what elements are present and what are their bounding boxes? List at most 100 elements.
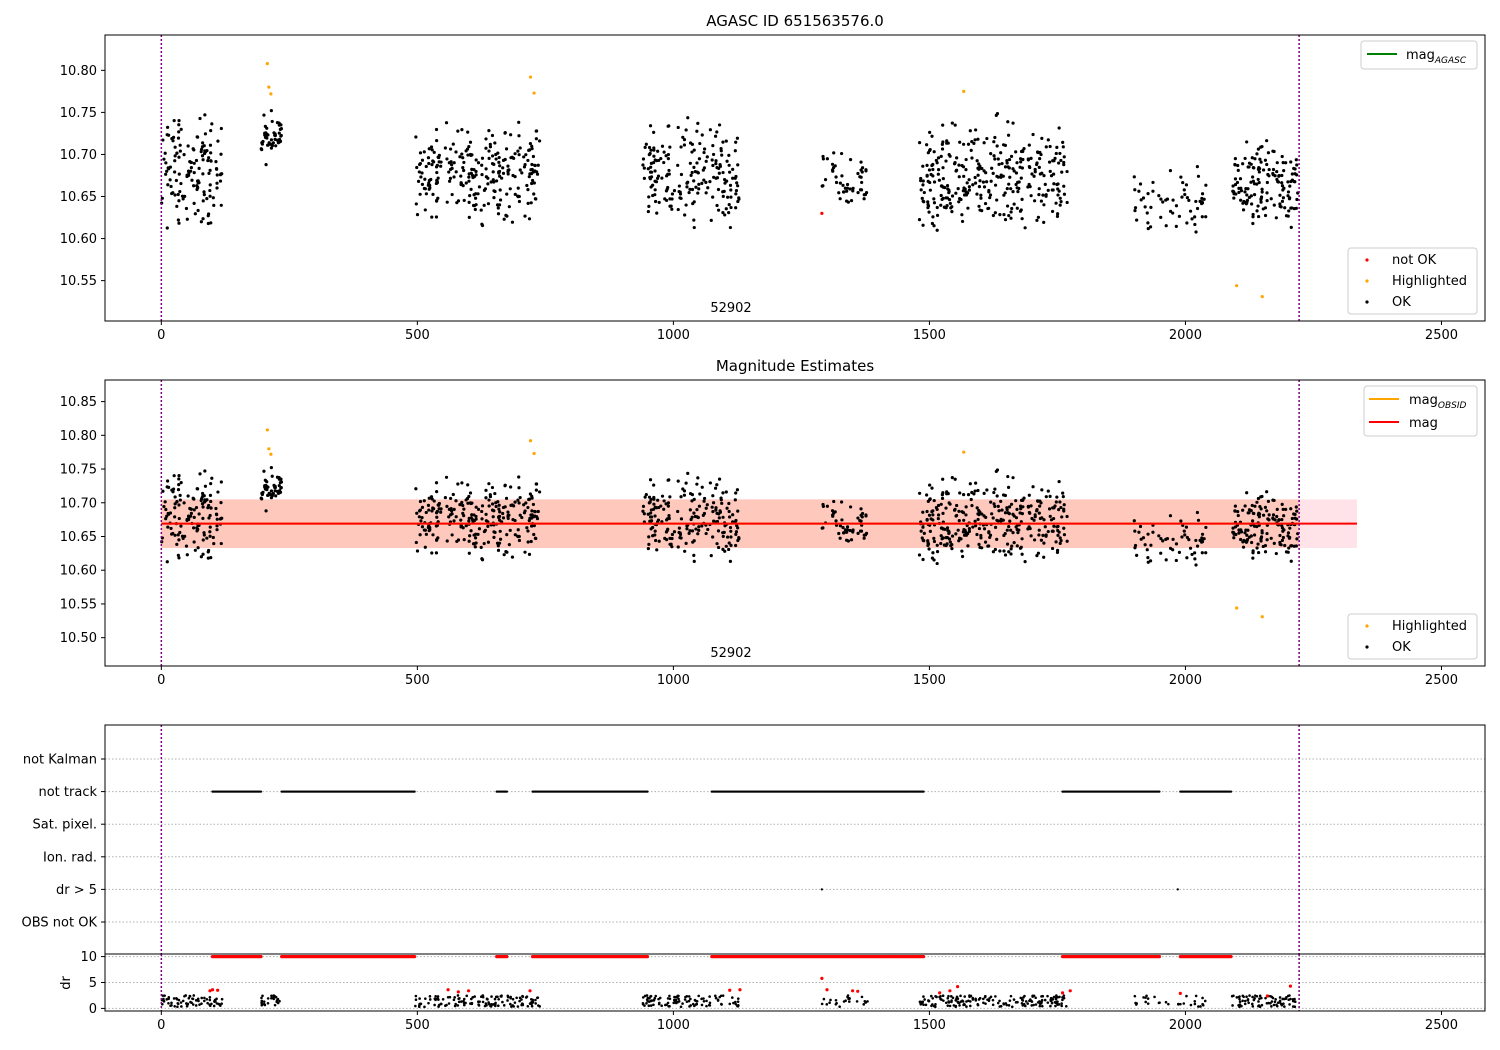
dr-point	[1248, 994, 1251, 997]
ok-point	[414, 487, 418, 491]
ok-point	[717, 171, 721, 175]
ok-point	[1044, 145, 1048, 149]
ok-point	[1060, 170, 1064, 174]
highlighted-point	[265, 428, 269, 432]
ok-point	[1007, 157, 1012, 162]
ok-point	[273, 137, 277, 141]
ok-point	[1012, 514, 1016, 518]
dr-point	[1021, 1004, 1025, 1007]
ok-point	[716, 208, 721, 212]
ok-point	[1159, 197, 1163, 201]
dr-point	[1008, 999, 1012, 1002]
dr-point	[652, 1003, 655, 1007]
ok-point	[517, 120, 521, 124]
ok-point	[1055, 145, 1059, 149]
ok-point	[734, 140, 738, 144]
ok-point	[497, 507, 501, 511]
ok-point	[656, 498, 660, 502]
dr-point	[272, 997, 276, 1001]
dr-point	[641, 1002, 645, 1005]
dr-point	[176, 1002, 180, 1006]
ok-point	[451, 492, 455, 497]
ok-point	[731, 167, 735, 171]
ok-point	[706, 527, 710, 532]
dr-point	[700, 997, 703, 1001]
ok-point	[273, 132, 277, 136]
ok-point	[215, 181, 219, 185]
dr-point	[440, 1002, 443, 1006]
ok-point	[1260, 529, 1264, 533]
dr-point	[1016, 1000, 1019, 1004]
dr-point	[419, 1002, 422, 1006]
ok-point	[845, 538, 849, 542]
dr-point	[414, 994, 418, 998]
ok-point	[194, 158, 199, 163]
ok-point	[692, 497, 696, 501]
ok-point	[181, 197, 185, 201]
ok-point	[490, 485, 495, 490]
ok-point	[1289, 507, 1293, 511]
ok-point	[704, 531, 708, 536]
ok-point	[1058, 203, 1062, 207]
ok-point	[711, 195, 715, 199]
ok-point	[664, 154, 668, 158]
ok-point	[1204, 525, 1208, 530]
dr-point	[1144, 996, 1147, 999]
ok-point	[1194, 199, 1198, 204]
ok-point	[464, 498, 468, 502]
ok-point	[1241, 545, 1246, 549]
dr-point	[1291, 1005, 1295, 1008]
ok-point	[925, 493, 929, 497]
ok-point	[1032, 518, 1036, 522]
highlighted-point	[962, 89, 966, 93]
ok-point	[978, 179, 982, 183]
dr-point	[1049, 1004, 1052, 1008]
ok-point	[1193, 222, 1197, 227]
ok-point	[864, 531, 869, 535]
ok-point	[982, 185, 987, 189]
ok-point	[476, 161, 481, 165]
dr-point	[834, 998, 838, 1002]
ok-point	[1008, 175, 1012, 179]
ok-point	[1062, 503, 1066, 507]
dr-point	[167, 1001, 170, 1005]
ok-point	[501, 158, 506, 162]
ok-point	[849, 199, 854, 203]
ok-point	[516, 498, 520, 502]
ok-point	[1281, 161, 1285, 165]
ok-point	[1059, 505, 1063, 510]
ok-point	[203, 484, 208, 488]
ok-point	[197, 512, 201, 516]
dr-point	[969, 1000, 972, 1003]
ok-point	[848, 505, 853, 509]
magnitude-obsid-annotation: 52902	[710, 646, 751, 661]
highlighted-point	[528, 439, 533, 443]
dr-point	[165, 998, 169, 1001]
agasc-legend-top: magAGASC	[1360, 40, 1478, 70]
ok-point	[484, 496, 488, 500]
ok-point	[1002, 212, 1006, 217]
ok-point	[198, 116, 202, 121]
ok-point	[1036, 215, 1041, 219]
ok-point	[530, 494, 534, 498]
dr-point	[491, 1003, 494, 1006]
ok-point	[278, 481, 282, 485]
ok-point	[682, 489, 687, 493]
ok-point	[1061, 491, 1065, 495]
ok-point	[977, 185, 982, 189]
ok-point	[1259, 195, 1264, 199]
ok-point	[935, 550, 940, 554]
dr-point	[494, 1002, 497, 1006]
ok-point	[734, 530, 739, 534]
dr-point	[1185, 994, 1188, 998]
ok-point	[1059, 158, 1063, 163]
ok-point	[701, 513, 705, 517]
ok-point	[1195, 206, 1200, 211]
ok-point	[1157, 534, 1161, 538]
ok-point	[262, 113, 266, 117]
ok-point	[960, 554, 965, 559]
ok-point	[1280, 538, 1285, 542]
ok-point	[1055, 525, 1059, 529]
ok-point	[716, 529, 721, 533]
ok-point	[277, 131, 281, 135]
